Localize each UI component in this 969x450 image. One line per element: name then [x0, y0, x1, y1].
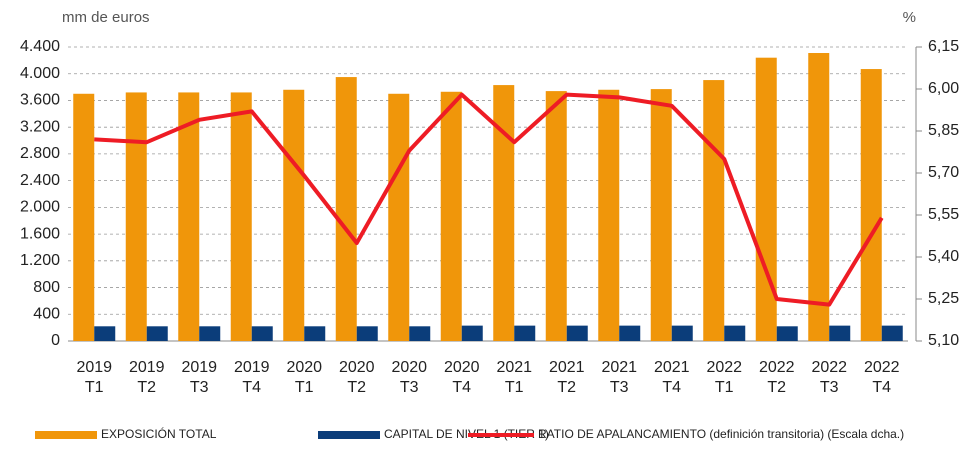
x-tick-label: T4	[452, 379, 471, 396]
x-tick-label: T3	[820, 379, 839, 396]
bar	[566, 325, 588, 341]
y2-tick-label: 5,85	[928, 122, 959, 139]
y2-tick-label: 6,15	[928, 38, 959, 55]
x-tick-label: T2	[557, 379, 576, 396]
x-tick-label: 2019	[129, 359, 165, 376]
bar	[304, 326, 326, 341]
y-tick-label: 800	[33, 279, 60, 296]
x-tick-label: 2022	[864, 359, 900, 376]
y2-tick-label: 5,25	[928, 290, 959, 307]
x-tick-label: T3	[190, 379, 209, 396]
y2-tick-label: 5,55	[928, 206, 959, 223]
bar	[146, 326, 168, 341]
bar	[230, 92, 252, 341]
bar	[514, 325, 536, 341]
y-tick-label: 1.600	[20, 225, 60, 242]
x-tick-label: 2021	[496, 359, 532, 376]
bar	[598, 89, 620, 341]
bar	[808, 53, 830, 341]
x-tick-label: 2021	[654, 359, 690, 376]
bar	[199, 326, 221, 341]
bar	[409, 326, 431, 341]
x-tick-label: T4	[242, 379, 261, 396]
bar	[881, 325, 903, 341]
x-tick-label: 2020	[444, 359, 480, 376]
y2-unit-label: %	[903, 9, 916, 26]
legend-swatch	[318, 431, 380, 439]
bar	[94, 326, 116, 341]
y-tick-label: 2.000	[20, 199, 60, 216]
y-tick-label: 1.200	[20, 252, 60, 269]
bar	[461, 325, 483, 341]
x-tick-label: 2022	[706, 359, 742, 376]
bar	[619, 325, 641, 341]
bar	[388, 93, 410, 341]
x-tick-label: T1	[85, 379, 104, 396]
bar	[860, 69, 882, 342]
x-tick-label: T3	[610, 379, 629, 396]
x-tick-label: 2021	[601, 359, 637, 376]
y-tick-label: 4.400	[20, 38, 60, 55]
y-unit-label: mm de euros	[62, 9, 150, 26]
bar	[545, 91, 567, 341]
bar	[776, 326, 798, 341]
y2-tick-label: 5,10	[928, 332, 959, 349]
y2-tick-label: 6,00	[928, 80, 959, 97]
bar	[650, 89, 672, 341]
x-tick-label: 2021	[549, 359, 585, 376]
x-tick-label: T4	[872, 379, 891, 396]
bar	[755, 57, 777, 341]
x-tick-label: T2	[347, 379, 366, 396]
bar	[73, 93, 95, 341]
y-tick-label: 2.800	[20, 145, 60, 162]
bar	[283, 89, 305, 341]
legend-label: RATIO DE APALANCAMIENTO (definición tran…	[538, 427, 904, 441]
x-tick-label: T3	[400, 379, 419, 396]
x-tick-label: 2020	[339, 359, 375, 376]
legend-label: CAPITAL DE NIVEL 1 (TIER 1)	[384, 427, 549, 441]
x-tick-label: 2019	[234, 359, 270, 376]
bar	[178, 92, 200, 341]
legend-label: EXPOSICIÓN TOTAL	[101, 426, 217, 441]
y-tick-label: 3.600	[20, 92, 60, 109]
x-tick-label: 2019	[76, 359, 112, 376]
line	[94, 92, 884, 307]
bar	[125, 92, 147, 341]
y-tick-label: 2.400	[20, 172, 60, 189]
x-tick-label: T1	[295, 379, 314, 396]
bar	[356, 326, 378, 341]
x-tick-label: 2022	[759, 359, 795, 376]
legend-swatch	[35, 431, 97, 439]
x-tick-label: 2019	[181, 359, 217, 376]
bar	[671, 325, 693, 341]
y-tick-label: 400	[33, 305, 60, 322]
x-tick-label: 2022	[811, 359, 847, 376]
x-tick-label: T2	[137, 379, 156, 396]
x-tick-label: 2020	[391, 359, 427, 376]
bar	[724, 325, 746, 341]
x-tick-label: T2	[767, 379, 786, 396]
bar	[440, 91, 462, 341]
y2-tick-label: 5,70	[928, 164, 959, 181]
bar	[251, 326, 273, 341]
bar	[829, 325, 851, 341]
y-tick-label: 4.000	[20, 65, 60, 82]
bar	[493, 85, 515, 341]
x-tick-label: 2020	[286, 359, 322, 376]
bar	[335, 77, 357, 342]
x-tick-label: T1	[715, 379, 734, 396]
x-tick-label: T4	[662, 379, 681, 396]
y2-tick-label: 5,40	[928, 248, 959, 265]
y-tick-label: 0	[51, 332, 60, 349]
y-tick-label: 3.200	[20, 118, 60, 135]
x-tick-label: T1	[505, 379, 524, 396]
bar	[703, 80, 725, 341]
